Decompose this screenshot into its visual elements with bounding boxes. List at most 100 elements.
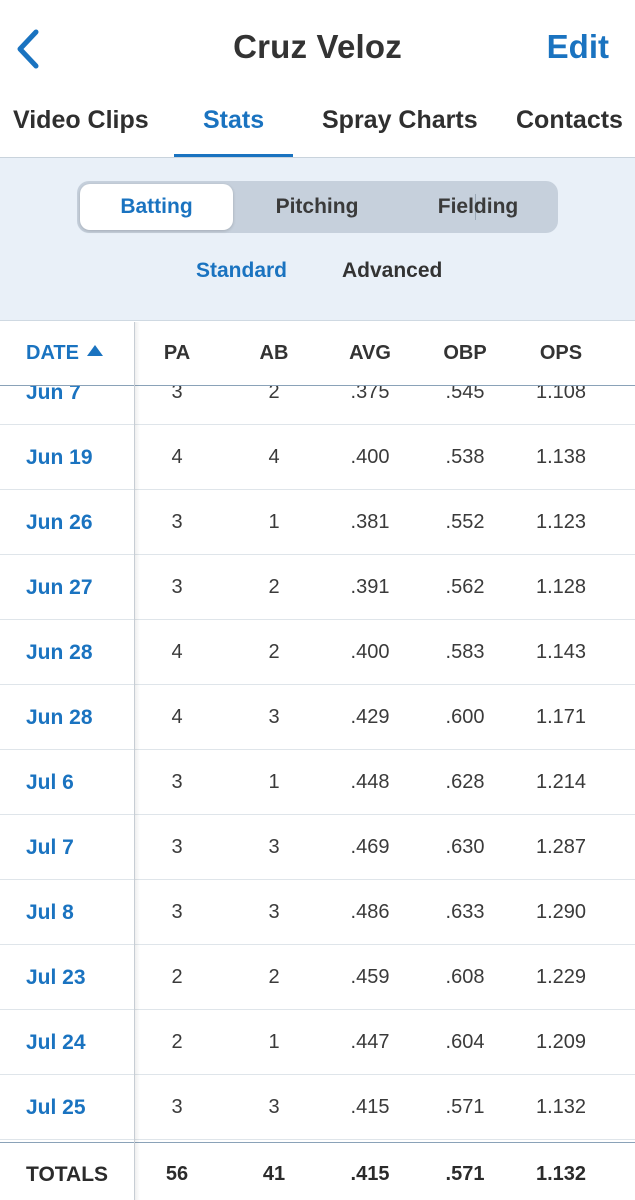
stats-table[interactable]: Jun 7 3 2 .375 .545 1.108 Jun 19 4 4 .400 .538 1.13… xyxy=(0,322,635,1200)
row-ab: 3 xyxy=(268,1096,280,1118)
table-row[interactable]: Jul 7 3 3 .469 .630 1.287 xyxy=(0,815,635,880)
row-ops: 1.128 xyxy=(535,576,587,598)
row-pa: 3 xyxy=(171,511,183,533)
table-row[interactable]: Jun 27 3 2 .391 .562 1.128 xyxy=(0,555,635,620)
row-avg: .469 xyxy=(350,836,390,858)
row-pa: 4 xyxy=(171,706,183,728)
row-date[interactable]: Jul 8 xyxy=(26,901,74,924)
segment-batting[interactable]: Batting xyxy=(80,184,233,230)
row-avg: .375 xyxy=(350,381,390,403)
row-date[interactable]: Jul 23 xyxy=(26,966,86,989)
segment-fielding[interactable]: Fielding xyxy=(437,195,519,218)
row-avg: .400 xyxy=(350,446,390,468)
triangle-up-icon xyxy=(86,345,103,356)
table-row[interactable]: Jun 28 4 3 .429 .600 1.171 xyxy=(0,685,635,750)
row-ab: 2 xyxy=(268,966,280,988)
column-header-date[interactable]: DATE xyxy=(26,342,103,365)
table-row[interactable]: Jul 25 3 3 .415 .571 1.132 xyxy=(0,1075,635,1140)
totals-pa: 56 xyxy=(165,1163,189,1185)
row-ab: 2 xyxy=(268,576,280,598)
table-row[interactable]: Jun 19 4 4 .400 .538 1.138 xyxy=(0,425,635,490)
row-pa: 3 xyxy=(171,901,183,923)
row-date[interactable]: Jun 28 xyxy=(26,706,93,729)
edit-button[interactable]: Edit xyxy=(546,28,609,65)
row-obp: .633 xyxy=(445,901,485,923)
row-ops: 1.143 xyxy=(535,641,587,663)
column-header-ops[interactable]: OPS xyxy=(539,342,583,364)
row-obp: .630 xyxy=(445,836,485,858)
row-obp: .562 xyxy=(445,576,485,598)
table-row[interactable]: Jul 6 3 1 .448 .628 1.214 xyxy=(0,750,635,815)
table-row[interactable]: Jul 8 3 3 .486 .633 1.290 xyxy=(0,880,635,945)
table-row[interactable]: Jun 28 4 2 .400 .583 1.143 xyxy=(0,620,635,685)
row-date[interactable]: Jul 7 xyxy=(26,836,74,859)
filter-advanced[interactable]: Advanced xyxy=(342,259,443,282)
totals-obp: .571 xyxy=(445,1163,485,1185)
row-date[interactable]: Jun 26 xyxy=(26,511,93,534)
row-ab: 1 xyxy=(268,1031,280,1053)
totals-ops: 1.132 xyxy=(535,1163,587,1185)
table-row[interactable]: Jul 24 2 1 .447 .604 1.209 xyxy=(0,1010,635,1075)
filter-standard[interactable]: Standard xyxy=(196,259,288,282)
row-pa: 2 xyxy=(171,966,183,988)
row-ab: 3 xyxy=(268,706,280,728)
column-header-pa[interactable]: PA xyxy=(163,342,191,364)
row-avg: .391 xyxy=(350,576,390,598)
row-obp: .600 xyxy=(445,706,485,728)
row-avg: .448 xyxy=(350,771,390,793)
row-ops: 1.214 xyxy=(535,771,587,793)
row-avg: .415 xyxy=(350,1096,390,1118)
row-ab: 1 xyxy=(268,511,280,533)
table-header: DATE PA AB AVG OBP OPS xyxy=(0,322,635,386)
tab-spray-charts[interactable]: Spray Charts xyxy=(322,106,478,134)
row-date[interactable]: Jul 6 xyxy=(26,771,74,794)
row-ab: 3 xyxy=(268,901,280,923)
row-pa: 3 xyxy=(171,836,183,858)
frozen-column-divider xyxy=(134,322,135,1200)
table-row[interactable]: Jul 23 2 2 .459 .608 1.229 xyxy=(0,945,635,1010)
row-ab: 2 xyxy=(268,641,280,663)
row-obp: .571 xyxy=(445,1096,485,1118)
segment-divider xyxy=(475,194,476,220)
row-date[interactable]: Jun 27 xyxy=(26,576,93,599)
totals-ab: 41 xyxy=(262,1163,286,1185)
row-pa: 3 xyxy=(171,381,183,403)
column-header-obp[interactable]: OBP xyxy=(443,342,487,364)
tab-video-clips[interactable]: Video Clips xyxy=(13,106,149,134)
segment-pitching[interactable]: Pitching xyxy=(275,195,359,218)
row-pa: 3 xyxy=(171,576,183,598)
column-header-avg[interactable]: AVG xyxy=(349,342,391,364)
row-date[interactable]: Jun 28 xyxy=(26,641,93,664)
stat-category-segmented-control: Batting Pitching Fielding xyxy=(77,181,558,233)
row-ops: 1.171 xyxy=(535,706,587,728)
column-header-ab[interactable]: AB xyxy=(259,342,289,364)
row-date[interactable]: Jul 24 xyxy=(26,1031,86,1054)
totals-row: TOTALS 56 41 .415 .571 1.132 xyxy=(0,1142,635,1200)
chevron-left-icon xyxy=(17,29,39,69)
row-ab: 2 xyxy=(268,381,280,403)
row-date[interactable]: Jun 19 xyxy=(26,446,93,469)
tab-bar: Video Clips Stats Spray Charts Contacts xyxy=(0,96,635,158)
totals-label: TOTALS xyxy=(26,1163,109,1186)
page-title: Cruz Veloz xyxy=(233,28,402,65)
row-pa: 3 xyxy=(171,771,183,793)
table-row[interactable]: Jun 26 3 1 .381 .552 1.123 xyxy=(0,490,635,555)
tab-stats[interactable]: Stats xyxy=(203,106,265,134)
row-avg: .400 xyxy=(350,641,390,663)
row-ops: 1.123 xyxy=(535,511,587,533)
row-date[interactable]: Jun 7 xyxy=(26,381,81,404)
row-obp: .608 xyxy=(445,966,485,988)
frozen-column-shadow xyxy=(134,322,140,1200)
row-ab: 4 xyxy=(268,446,280,468)
tab-contacts[interactable]: Contacts xyxy=(516,106,623,134)
row-avg: .486 xyxy=(350,901,390,923)
table-row[interactable]: Jun 7 3 2 .375 .545 1.108 xyxy=(0,360,635,425)
back-button[interactable] xyxy=(10,26,50,72)
row-obp: .538 xyxy=(445,446,485,468)
row-ops: 1.108 xyxy=(535,381,587,403)
stats-filter-panel: Batting Pitching Fielding Standard Advan… xyxy=(0,158,635,321)
row-avg: .381 xyxy=(350,511,390,533)
row-date[interactable]: Jul 25 xyxy=(26,1096,86,1119)
navigation-bar: Cruz Veloz Edit xyxy=(0,0,635,96)
